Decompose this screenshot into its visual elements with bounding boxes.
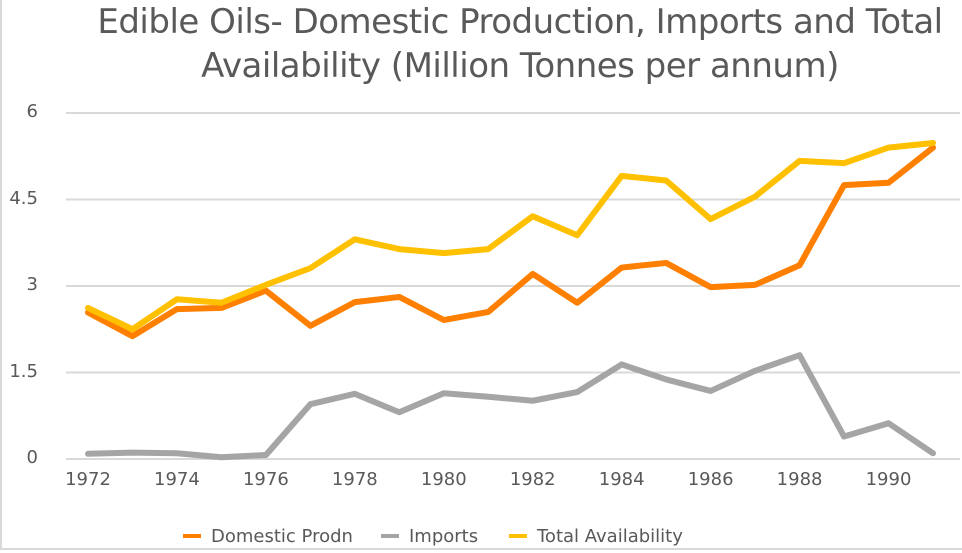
legend-swatch-domestic-prodn: [183, 534, 201, 538]
legend: Domestic Prodn Imports Total Availabilit…: [0, 523, 962, 549]
y-tick-label: 0: [26, 447, 38, 468]
y-tick-label: 6: [26, 101, 38, 122]
x-tick-label: 1978: [331, 469, 378, 490]
x-tick-label: 1990: [865, 469, 912, 490]
legend-label-domestic-prodn: Domestic Prodn: [211, 525, 353, 547]
series-lines: [85, 139, 936, 461]
series-line-domestic-prodn: [85, 144, 936, 340]
legend-swatch-total-availability: [509, 534, 527, 538]
legend-label-imports: Imports: [409, 525, 479, 547]
x-tick-label: 1984: [598, 469, 645, 490]
legend-item-domestic-prodn: Domestic Prodn: [183, 523, 353, 549]
x-tick-label: 1980: [420, 469, 467, 490]
y-tick-label: 3: [26, 274, 38, 295]
legend-item-total-availability: Total Availability: [509, 523, 683, 549]
chart-title-line-1: Edible Oils- Domestic Production, Import…: [97, 2, 943, 42]
series-line-total-availability: [85, 139, 936, 333]
y-tick-label: 4.5: [9, 187, 38, 209]
chart-title-line-2: Availability (Million Tonnes per annum): [201, 46, 839, 86]
legend-label-total-availability: Total Availability: [537, 525, 683, 547]
legend-swatch-imports: [381, 534, 399, 538]
x-tick-label: 1976: [242, 469, 289, 490]
y-tick-label: 1.5: [9, 360, 38, 382]
x-tick-label: 1986: [687, 469, 734, 490]
x-tick-label: 1974: [154, 469, 200, 490]
x-tick-label: 1988: [776, 469, 823, 490]
chart-title: Edible Oils- Domestic Production, Import…: [60, 0, 962, 88]
legend-item-imports: Imports: [381, 523, 478, 549]
x-tick-label: 1972: [65, 469, 111, 490]
series-line-imports: [85, 352, 936, 461]
x-tick-label: 1982: [509, 469, 556, 490]
